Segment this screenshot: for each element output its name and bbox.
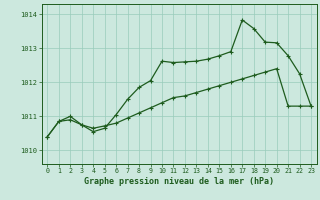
X-axis label: Graphe pression niveau de la mer (hPa): Graphe pression niveau de la mer (hPa) — [84, 177, 274, 186]
